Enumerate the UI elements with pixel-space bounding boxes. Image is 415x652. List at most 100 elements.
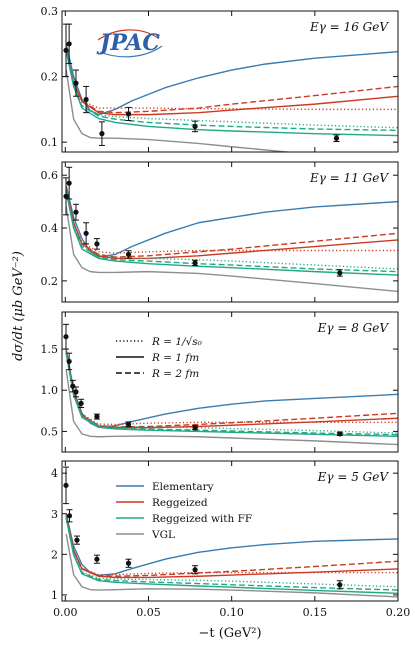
- data-point: [192, 425, 198, 431]
- series-line: [65, 533, 398, 598]
- curves-group: [65, 348, 398, 446]
- data-point: [94, 413, 100, 420]
- data-point: [337, 270, 343, 276]
- series-line: [65, 185, 398, 258]
- data-points-group: [62, 23, 340, 146]
- data-point: [192, 260, 198, 266]
- data-point: [73, 80, 79, 86]
- logo-swoosh-blue: [99, 45, 163, 58]
- panel-1: 0.1 0.2 0.3 Eγ = 16 GeV: [41, 5, 399, 153]
- series-line: [65, 50, 398, 114]
- y-tick-label: 3: [51, 508, 58, 521]
- series-line: [65, 50, 398, 116]
- legend-model-label: Reggeized: [152, 497, 208, 509]
- legend-models: Elementary Reggeized Reggeized with FF VGL: [116, 481, 252, 541]
- data-point: [70, 383, 76, 389]
- series-line: [65, 50, 398, 132]
- energy-label: Eγ = 8 GeV: [317, 321, 390, 335]
- data-point: [125, 111, 132, 117]
- series-line: [65, 350, 398, 428]
- panel-3: 0.5 1.0 1.5 Eγ = 8 GeV: [41, 311, 399, 453]
- data-point: [337, 582, 343, 588]
- series-line: [65, 353, 398, 438]
- data-point: [83, 230, 89, 236]
- series-line: [65, 188, 398, 260]
- panel-frame: [61, 311, 399, 453]
- data-point: [125, 560, 132, 566]
- legend-model-label: VGL: [151, 529, 175, 541]
- series-line: [65, 188, 398, 258]
- data-point: [66, 180, 72, 186]
- series-line: [65, 352, 398, 434]
- series-line: [65, 190, 398, 276]
- y-tick-label: 1.5: [41, 343, 59, 356]
- curves-group: [65, 43, 398, 152]
- data-point: [125, 251, 132, 258]
- panel-frame: [61, 460, 399, 602]
- series-line: [65, 50, 398, 111]
- panel-frame: [61, 161, 399, 303]
- series-line: [65, 50, 398, 129]
- series-line: [65, 206, 398, 293]
- legend-radius-label: R = 1/√s₀: [151, 336, 203, 348]
- data-point: [94, 556, 100, 562]
- x-axis-label: −t (GeV²): [198, 626, 261, 641]
- series-line: [65, 353, 398, 436]
- series-line: [65, 43, 398, 116]
- y-tick-label: 0.2: [41, 71, 59, 84]
- y-tick-label: 0.5: [41, 425, 59, 438]
- y-axis-label: dσ/dt (μb GeV⁻²): [11, 251, 26, 361]
- series-line: [65, 516, 398, 588]
- y-tick-label: 0.1: [41, 136, 59, 149]
- legend-radius: R = 1/√s₀ R = 1 fm R = 2 fm: [116, 336, 203, 380]
- energy-label: Eγ = 5 GeV: [317, 470, 390, 484]
- data-point: [337, 431, 343, 437]
- series-line: [65, 190, 398, 273]
- data-point: [63, 334, 69, 340]
- series-line: [65, 369, 398, 446]
- data-point: [99, 131, 105, 137]
- x-tick-label: 0.05: [136, 606, 161, 619]
- legend-radius-label: R = 2 fm: [151, 368, 199, 380]
- series-line: [65, 188, 398, 254]
- y-tick-label: 1: [51, 589, 58, 602]
- y-tick-label: 0.3: [41, 5, 59, 18]
- logo-swoosh-red: [97, 29, 159, 41]
- data-point: [74, 537, 80, 543]
- series-line: [65, 515, 398, 579]
- series-line: [65, 69, 295, 152]
- data-point: [66, 513, 73, 519]
- legend-model-label: Reggeized with FF: [152, 513, 252, 525]
- panel-4: 1 2 3 4 0.00 0.05 0.10 0.15 0.20 Eγ = 5 GeV: [51, 460, 411, 619]
- x-tick-label: 0.10: [219, 606, 244, 619]
- data-point: [83, 96, 89, 103]
- data-point: [66, 358, 72, 365]
- data-point: [94, 241, 100, 247]
- series-line: [65, 513, 398, 577]
- x-tick-label: 0.20: [386, 606, 411, 619]
- logo-text: JPAC: [96, 30, 160, 56]
- x-tick-label: 0.00: [53, 606, 78, 619]
- series-line: [65, 517, 398, 591]
- data-point: [192, 123, 198, 130]
- panel-frame: [61, 10, 399, 153]
- data-point: [63, 47, 69, 53]
- energy-label: Eγ = 11 GeV: [309, 171, 389, 185]
- series-line: [65, 350, 398, 426]
- legend-radius-label: R = 1 fm: [151, 352, 199, 364]
- y-tick-label: 1.0: [41, 384, 59, 397]
- energy-label: Eγ = 16 GeV: [309, 20, 389, 34]
- y-tick-label: 0.4: [41, 222, 59, 235]
- series-line: [65, 517, 398, 594]
- data-point: [63, 193, 69, 199]
- data-point: [66, 41, 72, 47]
- y-tick-label: 0.2: [41, 275, 59, 288]
- data-point: [333, 135, 340, 141]
- jpac-logo: JPAC: [96, 29, 163, 58]
- data-point: [78, 400, 84, 407]
- curves-group: [65, 513, 398, 598]
- data-point: [125, 421, 132, 428]
- curves-group: [65, 185, 398, 293]
- legend-model-label: Elementary: [152, 481, 214, 493]
